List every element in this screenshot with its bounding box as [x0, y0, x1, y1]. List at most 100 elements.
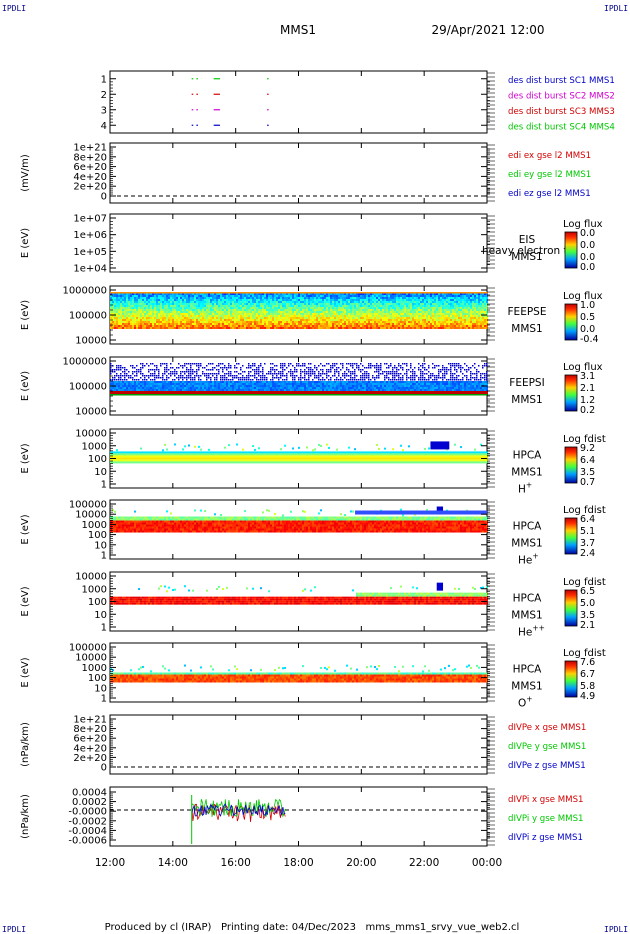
heat-cell [354, 297, 356, 299]
heat-cell [238, 297, 240, 299]
heat-cell [140, 381, 142, 383]
heat-cell [132, 373, 134, 375]
heat-cell [270, 315, 272, 317]
heat-cell [258, 317, 260, 319]
heat-cell [476, 317, 478, 319]
heat-cell [354, 315, 356, 317]
heat-cell [130, 295, 132, 297]
heat-cell [142, 394, 144, 396]
heat-cell [152, 394, 154, 396]
heat-cell [394, 321, 396, 323]
heat-cell [410, 303, 412, 305]
heat-cell [188, 325, 190, 327]
heat-cell [206, 299, 208, 301]
heat-cell [468, 313, 470, 315]
heat-cell [172, 311, 174, 313]
heat-cell [324, 315, 326, 317]
heat-cell [158, 317, 160, 319]
heat-cell [112, 293, 114, 295]
heat-cell [234, 293, 236, 295]
heat-cell [150, 327, 152, 329]
heat-cell [408, 307, 410, 309]
heat-cell [292, 301, 294, 303]
heat-cell [132, 377, 134, 379]
heat-cell [124, 371, 126, 373]
heat-cell [426, 301, 428, 303]
heat-cell [190, 321, 192, 323]
heat-cell [398, 293, 400, 295]
heat-cell [188, 377, 190, 379]
heat-cell [174, 315, 176, 317]
heat-cell [362, 297, 364, 299]
heat-cell [324, 307, 326, 309]
heat-cell [444, 292, 446, 294]
heat-cell [122, 319, 124, 321]
heat-cell [176, 319, 178, 321]
heat-cell [246, 292, 248, 294]
heat-cell [212, 317, 214, 319]
heat-cell [168, 323, 170, 325]
heat-cell [248, 373, 250, 375]
heat-cell [132, 389, 134, 391]
heat-cell [146, 317, 148, 319]
heat-cell [210, 377, 212, 379]
heat-cell [402, 307, 404, 309]
heat-cell [192, 381, 194, 383]
heat-cell [118, 321, 120, 323]
heat-cell [286, 325, 288, 327]
heat-cell [478, 309, 480, 311]
heat-cell [352, 292, 354, 294]
heat-cell [326, 315, 328, 317]
heat-cell [160, 309, 162, 311]
heat-cell [146, 301, 148, 303]
heat-cell [420, 309, 422, 311]
heat-cell [252, 394, 254, 396]
heat-cell [256, 367, 258, 369]
heat-cell [280, 299, 282, 301]
heat-cell [368, 301, 370, 303]
heat-cell [454, 301, 456, 303]
heat-cell [472, 325, 474, 327]
heat-cell [172, 389, 174, 391]
heat-cell [174, 319, 176, 321]
heat-cell [292, 321, 294, 323]
heat-cell [424, 299, 426, 301]
heat-cell [248, 311, 250, 313]
heat-cell [302, 301, 304, 303]
heat-cell [450, 292, 452, 294]
heat-cell [326, 292, 328, 294]
heat-cell [128, 377, 130, 379]
heat-cell [426, 307, 428, 309]
heat-cell [442, 319, 444, 321]
heat-cell [114, 309, 116, 311]
heat-cell [252, 383, 254, 385]
heat-cell [150, 295, 152, 297]
heat-cell [378, 303, 380, 305]
heat-cell [394, 323, 396, 325]
heat-cell [170, 292, 172, 294]
heat-cell [286, 327, 288, 329]
heat-cell [146, 391, 148, 394]
heat-cell [232, 309, 234, 311]
heat-cell [164, 305, 166, 307]
heat-cell [186, 319, 188, 321]
heat-cell [254, 389, 256, 391]
heat-cell [116, 365, 118, 367]
heat-cell [402, 299, 404, 301]
heat-cell [334, 301, 336, 303]
heat-cell [258, 297, 260, 299]
heat-cell [468, 299, 470, 301]
heat-cell [346, 327, 348, 329]
heat-cell [114, 311, 116, 313]
heat-cell [148, 309, 150, 311]
heat-cell [358, 321, 360, 323]
heat-cell [460, 305, 462, 307]
heat-cell [156, 319, 158, 321]
heat-cell [344, 317, 346, 319]
heat-cell [482, 327, 484, 329]
heat-cell [268, 319, 270, 321]
heat-cell [218, 293, 220, 295]
heat-cell [284, 321, 286, 323]
heat-cell [142, 301, 144, 303]
heat-cell [216, 321, 218, 323]
